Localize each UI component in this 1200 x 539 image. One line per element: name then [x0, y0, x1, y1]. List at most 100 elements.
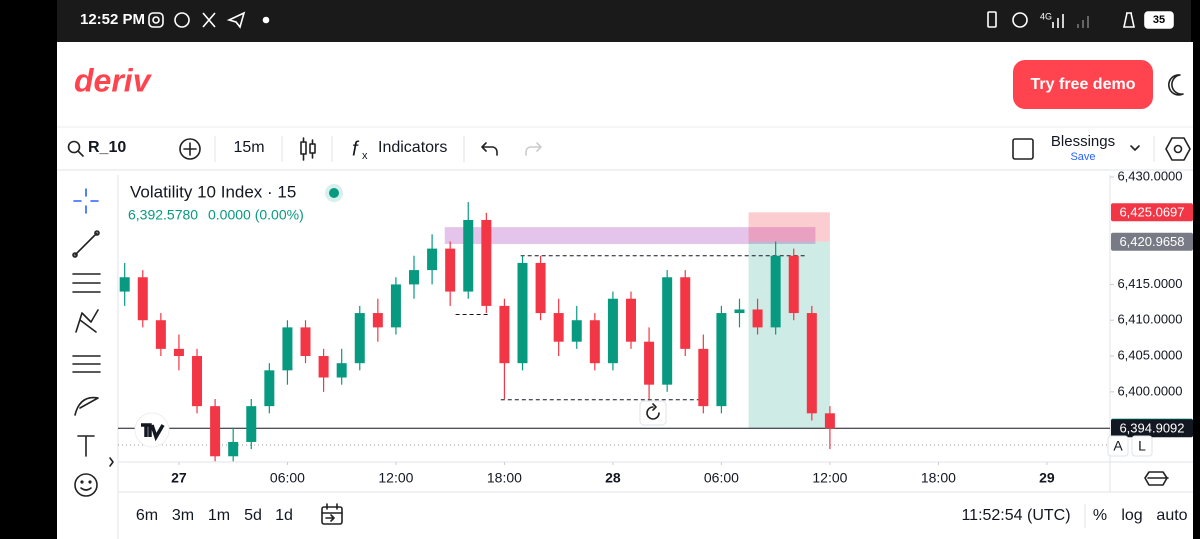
x-tick-label: 12:00: [378, 470, 413, 486]
redo[interactable]: [525, 142, 542, 156]
scale-toggle[interactable]: auto: [1156, 507, 1187, 524]
x-tick-label: 28: [605, 470, 621, 486]
search-icon[interactable]: [67, 140, 81, 154]
candle-body: [571, 320, 582, 342]
tv-logo: [134, 412, 170, 448]
chart-type-icon[interactable]: [300, 137, 316, 161]
candle-body: [716, 313, 727, 407]
scale-button-label[interactable]: A: [1113, 438, 1123, 454]
settings[interactable]: [1173, 144, 1183, 154]
indicators-icon[interactable]: x: [362, 150, 368, 162]
axis-settings[interactable]: [1144, 471, 1169, 486]
chart-title: Volatility 10 Index · 15: [130, 182, 296, 201]
drawing-tools[interactable]: [72, 188, 101, 497]
price-label: 6,420.9658: [1119, 234, 1184, 249]
candle-body: [119, 277, 130, 292]
x-tick-label: 06:00: [270, 470, 305, 486]
candle-body: [481, 219, 492, 306]
price-change: 0.0000 (0.00%): [208, 207, 304, 223]
compare-button[interactable]: [183, 142, 197, 156]
indicators-icon[interactable]: f: [352, 138, 360, 160]
price-label: 6,425.0697: [1119, 205, 1184, 220]
indicators-button[interactable]: Indicators: [378, 139, 447, 156]
scale-button-label[interactable]: L: [1138, 438, 1146, 454]
range-button[interactable]: 1m: [208, 507, 230, 524]
y-tick-label: 6,405.0000: [1117, 347, 1182, 362]
undo[interactable]: [481, 142, 498, 156]
candle-body: [625, 298, 636, 342]
x-tick-label: 18:00: [921, 470, 956, 486]
search-icon[interactable]: [77, 150, 84, 157]
battery-level: 35: [1153, 14, 1165, 26]
axes: 6,430.0000 6,415.0000 6,410.0000 6,405.0000…: [171, 168, 1193, 486]
price-label-box: [1111, 419, 1193, 438]
cta-button[interactable]: [1013, 60, 1153, 109]
candle-body: [336, 363, 347, 378]
app: [57, 42, 1193, 539]
candle-body: [300, 327, 311, 357]
interval[interactable]: 15m: [233, 139, 264, 156]
x-tick-label: 18:00: [487, 470, 522, 486]
candle-body: [246, 406, 257, 442]
candle-body: [228, 441, 239, 457]
plot-area: [118, 202, 1110, 462]
candle-body: [499, 305, 510, 364]
status-time: 12:52 PM: [80, 11, 145, 28]
bottom-bar: 6m 3m 1m 5d 1d 11:52:54 (UTC)% log auto: [136, 507, 1188, 524]
candle-body: [282, 327, 293, 371]
candle-body: [463, 219, 474, 292]
reset-view[interactable]: [639, 400, 667, 426]
candle-body: [372, 313, 383, 328]
collapse-toolbar[interactable]: [109, 457, 114, 467]
candle-body: [192, 356, 203, 407]
x-tick-label: 12:00: [812, 470, 847, 486]
scale-button[interactable]: [1107, 435, 1129, 457]
scale-toggle[interactable]: %: [1093, 507, 1107, 524]
range-button[interactable]: 1d: [275, 507, 293, 524]
market-status: [329, 188, 339, 198]
chart: 6,430.0000 6,415.0000 6,410.0000 6,405.0000…: [118, 168, 1193, 492]
candle-body: [409, 270, 420, 285]
range-button[interactable]: 5d: [244, 507, 262, 524]
layout-checkbox[interactable]: [1012, 138, 1034, 160]
candle-body: [553, 313, 564, 342]
scale-toggle[interactable]: log: [1121, 507, 1142, 524]
y-tick-label: 6,400.0000: [1117, 383, 1182, 398]
candle-body: [662, 277, 673, 385]
candle-body: [734, 309, 745, 314]
scale-button[interactable]: [1131, 435, 1153, 457]
candle-body: [806, 313, 817, 414]
go-to-date[interactable]: [321, 503, 343, 525]
price-label: 6,394.9092: [1119, 421, 1184, 436]
theme-toggle[interactable]: [1168, 74, 1184, 96]
y-tick-label: 6,410.0000: [1117, 312, 1182, 327]
last-price: 6,392.5780: [128, 207, 198, 223]
template-menu[interactable]: [1130, 145, 1140, 151]
candle-body: [752, 309, 763, 328]
range-button[interactable]: 3m: [172, 507, 194, 524]
settings[interactable]: [1165, 137, 1191, 161]
candle-body: [788, 255, 799, 314]
range-button[interactable]: 6m: [136, 507, 158, 524]
candle-body: [698, 348, 709, 407]
status-icons: [148, 11, 1174, 29]
x-tick-label: 29: [1039, 470, 1055, 486]
y-tick-label: 6,430.0000: [1117, 168, 1182, 183]
candle-body: [589, 320, 600, 364]
candle-body: [680, 277, 691, 349]
template-name[interactable]: Blessings: [1051, 133, 1115, 150]
candle-body: [644, 341, 655, 385]
logo: deriv: [74, 62, 153, 98]
y-tick-label: 6,415.0000: [1117, 276, 1182, 291]
candle-body: [535, 262, 546, 314]
candle-body: [427, 248, 438, 271]
candle-body: [390, 284, 401, 328]
cta-label[interactable]: Try free demo: [1031, 76, 1136, 93]
save-label[interactable]: Save: [1070, 151, 1095, 163]
clock: 11:52:54 (UTC): [961, 507, 1070, 524]
status-bar: [57, 0, 1191, 42]
reset-view[interactable]: [646, 403, 660, 420]
network-type: 4G: [1040, 11, 1052, 21]
compare-button[interactable]: [179, 138, 201, 160]
symbol[interactable]: R_10: [88, 139, 126, 156]
